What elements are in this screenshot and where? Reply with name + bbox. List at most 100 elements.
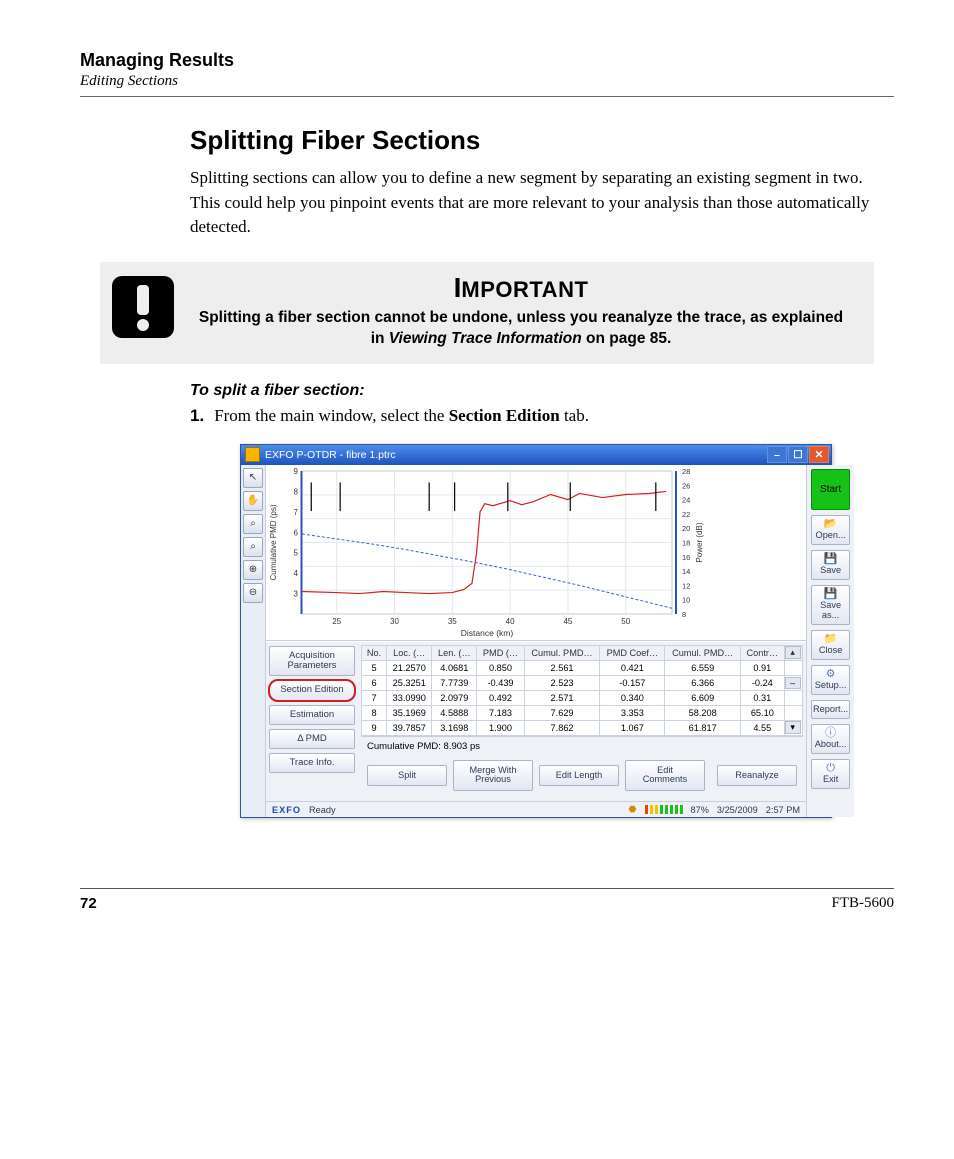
left-toolbar: ↖ ✋ ⌕ ⌕ ⊕ ⊖: [241, 465, 266, 817]
close-button[interactable]: ✕: [809, 446, 829, 463]
save-as-icon: 💾: [813, 589, 848, 600]
col-header[interactable]: PMD (…: [477, 645, 525, 660]
svg-text:20: 20: [682, 524, 690, 533]
trace-chart[interactable]: 2530354045503456789810121416182022242628…: [266, 465, 806, 641]
svg-text:5: 5: [294, 548, 299, 557]
brand-label: EXFO: [272, 805, 301, 815]
svg-text:Power (dB): Power (dB): [695, 522, 704, 562]
table-row[interactable]: 939.78573.16981.9007.8621.06761.8174.55▾: [362, 720, 803, 735]
merge-with-previous-button[interactable]: Merge With Previous: [453, 760, 533, 791]
window-titlebar: EXFO P-OTDR - fibre 1.ptrc – ☐ ✕: [241, 445, 831, 465]
table-row[interactable]: 521.25704.06810.8502.5610.4216.5590.91: [362, 660, 803, 675]
cumulative-pmd-label: Cumulative PMD: 8.903 ps: [361, 736, 803, 756]
scroll-up-icon[interactable]: ▴: [785, 646, 801, 659]
saveas-button[interactable]: 💾Save as...: [811, 585, 850, 625]
svg-text:10: 10: [682, 595, 690, 604]
edit-length-button[interactable]: Edit Length: [539, 765, 619, 787]
col-header[interactable]: Contr…: [740, 645, 784, 660]
header-rule: [80, 96, 894, 97]
split-button[interactable]: Split: [367, 765, 447, 787]
col-header[interactable]: No.: [362, 645, 387, 660]
status-time: 2:57 PM: [766, 805, 800, 815]
setup-button[interactable]: ⚙Setup...: [811, 665, 850, 695]
table-row[interactable]: 625.32517.7739-0.4392.523-0.1576.366-0.2…: [362, 675, 803, 690]
procedure-heading: To split a fiber section:: [190, 382, 894, 400]
important-body: Splitting a fiber section cannot be undo…: [192, 308, 850, 350]
save-button[interactable]: 💾Save: [811, 550, 850, 580]
exit-button[interactable]: ⏻Exit: [811, 759, 850, 789]
report-button[interactable]: Report...: [811, 700, 850, 719]
chapter-subtitle: Editing Sections: [80, 73, 894, 90]
right-button-panel: Start 📂Open... 💾Save 💾Save as... 📁Close …: [806, 465, 854, 817]
col-header[interactable]: Cumul. PMD…: [665, 645, 741, 660]
results-table[interactable]: No.Loc. (…Len. (…PMD (…Cumul. PMD…PMD Co…: [361, 645, 803, 736]
window-title: EXFO P-OTDR - fibre 1.ptrc: [265, 449, 767, 461]
left-tab--pmd[interactable]: Δ PMD: [269, 729, 355, 749]
reanalyze-button[interactable]: Reanalyze: [717, 765, 797, 787]
results-table-wrap: No.Loc. (…Len. (…PMD (…Cumul. PMD…PMD Co…: [358, 642, 806, 801]
maximize-button[interactable]: ☐: [788, 446, 808, 463]
tool-button-0[interactable]: ↖: [243, 468, 263, 488]
edit-buttons-row: Split Merge With Previous Edit Length Edit …: [361, 756, 803, 797]
setup-icon: ⚙: [813, 669, 848, 680]
svg-text:22: 22: [682, 510, 690, 519]
exclamation-icon: [112, 276, 174, 338]
tool-button-1[interactable]: ✋: [243, 491, 263, 511]
left-tab-acquisition-parameters[interactable]: Acquisition Parameters: [269, 646, 355, 677]
svg-text:9: 9: [294, 467, 299, 476]
section-title: Splitting Fiber Sections: [190, 125, 894, 156]
page-number: 72: [80, 895, 97, 912]
app-icon: [245, 447, 260, 462]
battery-icon: [645, 805, 683, 814]
important-heading: IMPORTANT: [192, 272, 850, 304]
edit-comments-button[interactable]: Edit Comments: [625, 760, 705, 791]
svg-text:24: 24: [682, 495, 690, 504]
status-date: 3/25/2009: [717, 805, 758, 815]
save-icon: 💾: [813, 554, 848, 565]
svg-text:Distance (km): Distance (km): [461, 628, 514, 638]
svg-text:8: 8: [294, 487, 299, 496]
col-header[interactable]: Cumul. PMD…: [524, 645, 600, 660]
left-tab-trace-info-[interactable]: Trace Info.: [269, 753, 355, 773]
info-icon: ⓘ: [813, 728, 848, 739]
svg-text:30: 30: [390, 617, 399, 626]
svg-text:35: 35: [448, 617, 457, 626]
status-ready: Ready: [309, 805, 336, 815]
scroll-mid-icon[interactable]: –: [785, 677, 801, 689]
svg-text:14: 14: [682, 567, 690, 576]
svg-text:18: 18: [682, 538, 690, 547]
start-button[interactable]: Start: [811, 469, 850, 510]
col-header[interactable]: Loc. (…: [387, 645, 432, 660]
about-button[interactable]: ⓘAbout...: [811, 724, 850, 754]
col-header[interactable]: Len. (…: [432, 645, 477, 660]
svg-text:3: 3: [294, 589, 299, 598]
minimize-button[interactable]: –: [767, 446, 787, 463]
svg-text:50: 50: [621, 617, 630, 626]
close-file-button[interactable]: 📁Close: [811, 630, 850, 660]
folder-icon: 📁: [813, 634, 848, 645]
tool-button-2[interactable]: ⌕: [243, 514, 263, 534]
tool-button-3[interactable]: ⌕: [243, 537, 263, 557]
svg-text:12: 12: [682, 581, 690, 590]
svg-text:4: 4: [294, 569, 299, 578]
table-row[interactable]: 835.19694.58887.1837.6293.35358.20865.10: [362, 705, 803, 720]
scroll-down-icon[interactable]: ▾: [785, 721, 801, 734]
svg-text:7: 7: [294, 508, 299, 517]
left-tab-estimation[interactable]: Estimation: [269, 705, 355, 725]
tool-button-4[interactable]: ⊕: [243, 560, 263, 580]
svg-text:16: 16: [682, 553, 690, 562]
svg-text:45: 45: [563, 617, 572, 626]
svg-text:26: 26: [682, 481, 690, 490]
tool-button-5[interactable]: ⊖: [243, 583, 263, 603]
footer-rule: [80, 888, 894, 889]
open-button[interactable]: 📂Open...: [811, 515, 850, 545]
battery-percent: 87%: [691, 805, 709, 815]
svg-text:28: 28: [682, 467, 690, 476]
svg-text:40: 40: [506, 617, 515, 626]
col-header[interactable]: PMD Coef…: [600, 645, 665, 660]
power-icon: ⏻: [813, 763, 848, 774]
table-row[interactable]: 733.09902.09790.4922.5710.3406.6090.31: [362, 690, 803, 705]
left-tab-section-edition[interactable]: Section Edition: [269, 680, 355, 700]
left-tab-list: Acquisition Parameters Section Edition Est…: [266, 642, 358, 801]
svg-text:Cumulative PMD (ps): Cumulative PMD (ps): [269, 504, 278, 580]
